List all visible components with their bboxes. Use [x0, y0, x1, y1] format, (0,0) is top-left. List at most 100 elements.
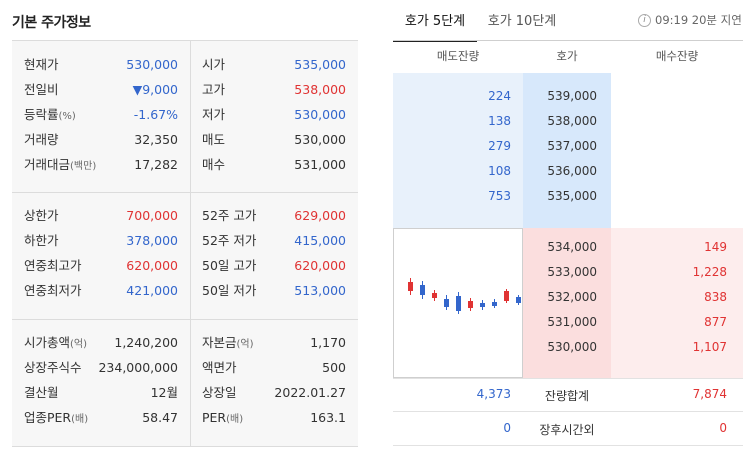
info-label: 등락률(%)	[24, 107, 76, 122]
ask-price[interactable]: 539,000	[547, 89, 597, 103]
after-hours-ask-qty: 0	[503, 421, 511, 435]
tab-10-levels[interactable]: 호가 10단계	[487, 14, 557, 29]
info-row: 전일비 ▼9,000 고가 538,000	[12, 78, 358, 102]
info-label: 52주 저가	[202, 233, 257, 248]
after-hours-bid-qty: 0	[719, 421, 727, 435]
info-row: 결산월 12월 상장일 2022.01.27	[12, 381, 358, 405]
ask-qty[interactable]: 279	[488, 139, 511, 153]
info-value: 58.47	[142, 410, 178, 425]
info-label: 현재가	[24, 57, 59, 72]
info-label: 연중최고가	[24, 258, 82, 273]
info-row: 업종PER(배) 58.47 PER(배) 163.1	[12, 406, 358, 430]
candle-body	[516, 297, 521, 303]
price-header: 호가	[556, 49, 578, 63]
ask-price[interactable]: 537,000	[547, 139, 597, 153]
info-label: PER(배)	[202, 410, 244, 425]
ask-qty[interactable]: 753	[488, 189, 511, 203]
info-value: 535,000	[294, 57, 346, 72]
candle-chart-svg	[408, 278, 521, 314]
section-divider	[12, 192, 358, 193]
bid-price[interactable]: 530,000	[547, 340, 597, 354]
info-value: 32,350	[134, 132, 178, 147]
candle-body	[456, 296, 461, 311]
footer-divider	[393, 411, 743, 412]
basic-info-panel: 현재가 530,000 시가 535,000 전일비 ▼9,000 고가 538,000 등락률…	[12, 40, 358, 447]
info-row: 현재가 530,000 시가 535,000	[12, 53, 358, 77]
info-value: 500	[322, 360, 346, 375]
info-label: 상장주식수	[24, 360, 82, 375]
bid-qty[interactable]: 1,228	[692, 265, 727, 279]
info-row: 거래량 32,350 매도 530,000	[12, 128, 358, 152]
info-value: 2022.01.27	[274, 385, 346, 400]
info-row: 거래대금(백만) 17,282 매수 531,000	[12, 153, 358, 177]
ask-price-area	[523, 73, 611, 228]
section-divider	[12, 446, 358, 447]
info-value: 234,000,000	[98, 360, 178, 375]
candle-body	[408, 282, 413, 291]
column-divider	[190, 41, 191, 447]
info-value: 530,000	[126, 57, 178, 72]
ask-price[interactable]: 536,000	[547, 164, 597, 178]
info-label: 매도	[202, 132, 226, 147]
ask-qty-area	[393, 73, 523, 228]
after-hours-label: 장후시간외	[539, 423, 595, 437]
info-value: ▼9,000	[132, 82, 178, 97]
info-label: 상한가	[24, 208, 59, 223]
tab-5-levels[interactable]: 호가 5단계	[393, 8, 477, 42]
footer-divider	[393, 378, 743, 379]
info-label: 상장일	[202, 385, 237, 400]
info-value: 620,000	[294, 258, 346, 273]
delay-time-text: 09:19 20분 지연	[655, 13, 742, 27]
section-divider	[12, 319, 358, 320]
bid-qty[interactable]: 1,107	[692, 340, 727, 354]
page-title: 기본 주가정보	[12, 15, 91, 31]
bid-qty-area	[611, 228, 743, 378]
info-row: 연중최저가 421,000 50일 저가 513,000	[12, 279, 358, 303]
total-label: 잔량합계	[544, 389, 590, 403]
bid-price[interactable]: 534,000	[547, 240, 597, 254]
info-label: 52주 고가	[202, 208, 257, 223]
candle-body	[444, 299, 449, 307]
info-label: 액면가	[202, 360, 237, 375]
ask-qty[interactable]: 138	[488, 114, 511, 128]
ask-qty[interactable]: 224	[488, 89, 511, 103]
total-bid-qty: 7,874	[692, 387, 727, 401]
ask-price[interactable]: 535,000	[547, 189, 597, 203]
bid-qty[interactable]: 838	[704, 290, 727, 304]
footer-divider	[393, 445, 743, 446]
ask-qty[interactable]: 108	[488, 164, 511, 178]
info-label: 거래대금(백만)	[24, 157, 97, 172]
total-ask-qty: 4,373	[476, 387, 511, 401]
info-value: 378,000	[126, 233, 178, 248]
bid-price-area	[523, 228, 611, 378]
info-value: -1.67%	[133, 107, 178, 122]
delay-info: i 09:19 20분 지연	[638, 12, 742, 28]
info-row: 상장주식수 234,000,000 액면가 500	[12, 356, 358, 380]
info-label: 시가총액(억)	[24, 335, 88, 350]
info-row: 하한가 378,000 52주 저가 415,000	[12, 229, 358, 253]
info-value: 1,170	[310, 335, 346, 350]
bid-qty[interactable]: 149	[704, 240, 727, 254]
info-value: 620,000	[126, 258, 178, 273]
info-row: 연중최고가 620,000 50일 고가 620,000	[12, 254, 358, 278]
bid-qty[interactable]: 877	[704, 315, 727, 329]
bid-price[interactable]: 532,000	[547, 290, 597, 304]
info-row: 등락률(%) -1.67% 저가 530,000	[12, 103, 358, 127]
info-value: 17,282	[134, 157, 178, 172]
info-icon[interactable]: i	[638, 14, 651, 27]
bid-price[interactable]: 533,000	[547, 265, 597, 279]
candle-body	[468, 301, 473, 308]
info-row: 상한가 700,000 52주 고가 629,000	[12, 204, 358, 228]
info-value: 415,000	[294, 233, 346, 248]
ask-price[interactable]: 538,000	[547, 114, 597, 128]
info-label: 고가	[202, 82, 226, 97]
info-label: 50일 고가	[202, 258, 257, 273]
info-value: 12월	[150, 385, 178, 400]
info-label: 매수	[202, 157, 226, 172]
info-value: 538,000	[294, 82, 346, 97]
info-label: 업종PER(배)	[24, 410, 89, 425]
bid-qty-header: 매수잔량	[655, 49, 699, 63]
info-value: 421,000	[126, 283, 178, 298]
bid-price[interactable]: 531,000	[547, 315, 597, 329]
candle-body	[432, 293, 437, 298]
